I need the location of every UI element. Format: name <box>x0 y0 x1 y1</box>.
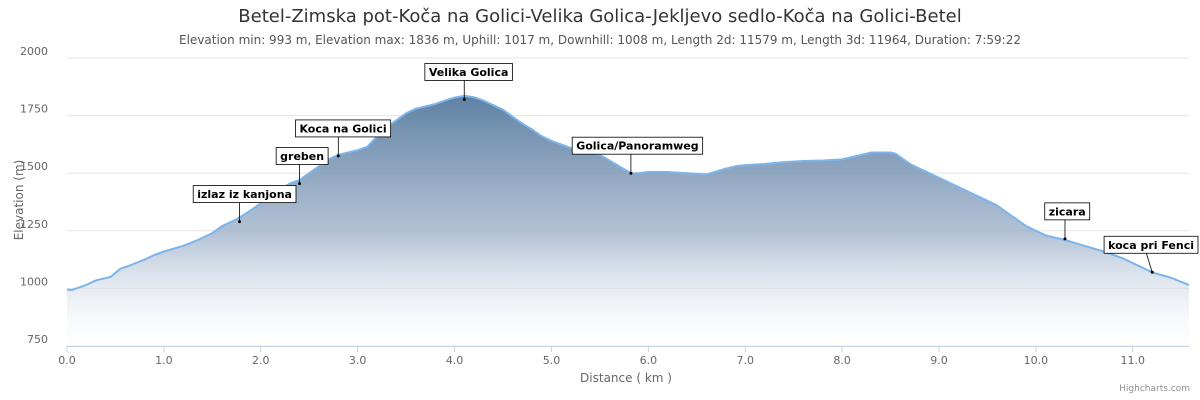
annotation-label: Golica/Panoramweg <box>576 140 698 153</box>
annotation-label: koca pri Fenci <box>1108 239 1194 252</box>
x-tick-label: 6.0 <box>640 354 658 367</box>
annotation-label: zicara <box>1049 205 1086 218</box>
annotation: greben <box>275 147 329 186</box>
annotation-leader <box>1145 253 1153 273</box>
x-tick-label: 8.0 <box>833 354 851 367</box>
annotation-box <box>192 185 297 203</box>
x-tick-label: 10.0 <box>1024 354 1049 367</box>
annotation-label: Koca na Golici <box>299 122 386 135</box>
y-tick-label: 750 <box>27 333 48 346</box>
x-tick-label: 9.0 <box>930 354 948 367</box>
elevation-line <box>66 94 1190 291</box>
annotation: koca pri Fenci <box>1103 235 1199 274</box>
annotation-label: izlaz iz kanjona <box>197 188 292 201</box>
y-axis-title: Elevation (m) <box>12 160 26 241</box>
x-tick-label: 11.0 <box>1121 354 1146 367</box>
annotation-box <box>1103 235 1199 254</box>
annotation-point <box>298 182 302 186</box>
annotation-box <box>295 119 392 138</box>
annotation-point <box>237 220 241 224</box>
annotation-box <box>1044 202 1091 221</box>
annotation: Velika Golica <box>424 63 513 101</box>
y-tick-label: 2000 <box>20 45 48 58</box>
y-tick-label: 1750 <box>20 103 48 116</box>
annotation: izlaz iz kanjona <box>192 185 297 224</box>
x-tick-label: 3.0 <box>349 354 367 367</box>
x-axis-title: Distance ( km ) <box>580 371 672 385</box>
annotation: zicara <box>1044 202 1091 241</box>
chart-subtitle: Elevation min: 993 m, Elevation max: 183… <box>179 33 1021 47</box>
x-tick-label: 0.0 <box>58 354 76 367</box>
y-tick-label: 1250 <box>20 218 48 231</box>
x-axis: 0.0 1.0 2.0 3.0 4.0 5.0 6.0 7.0 8.0 9.0 10.0 11.0 <box>58 346 1189 367</box>
annotation-point <box>336 154 340 158</box>
x-tick-label: 7.0 <box>736 354 754 367</box>
chart-title: Betel-Zimska pot-Koča na Golici-Velika G… <box>238 6 962 27</box>
credits-link[interactable]: Highcharts.com <box>1119 384 1190 394</box>
plot-area <box>66 94 1190 346</box>
annotation-label: Velika Golica <box>429 66 509 79</box>
annotation-box <box>571 136 704 155</box>
annotation-box <box>275 147 329 165</box>
annotation-labels: izlaz iz kanjona greben Koca na Golici Veli… <box>192 63 1199 274</box>
y-axis: 750 1000 1250 1500 1750 2000 <box>20 45 48 346</box>
elevation-area-fill <box>67 95 1189 346</box>
annotation-point <box>462 97 466 101</box>
y-tick-label: 1000 <box>20 275 48 288</box>
annotation: Golica/Panoramweg <box>571 136 704 175</box>
annotation: Koca na Golici <box>295 119 392 158</box>
annotation-label: greben <box>280 150 324 163</box>
annotation-point <box>629 171 633 175</box>
annotation-point <box>1063 237 1067 241</box>
x-tick-label: 4.0 <box>446 354 464 367</box>
x-tick-label: 2.0 <box>252 354 270 367</box>
x-tick-label: 5.0 <box>543 354 561 367</box>
annotation-box <box>424 63 513 81</box>
annotation-point <box>1150 270 1154 274</box>
y-tick-label: 1500 <box>20 160 48 173</box>
x-tick-label: 1.0 <box>155 354 173 367</box>
